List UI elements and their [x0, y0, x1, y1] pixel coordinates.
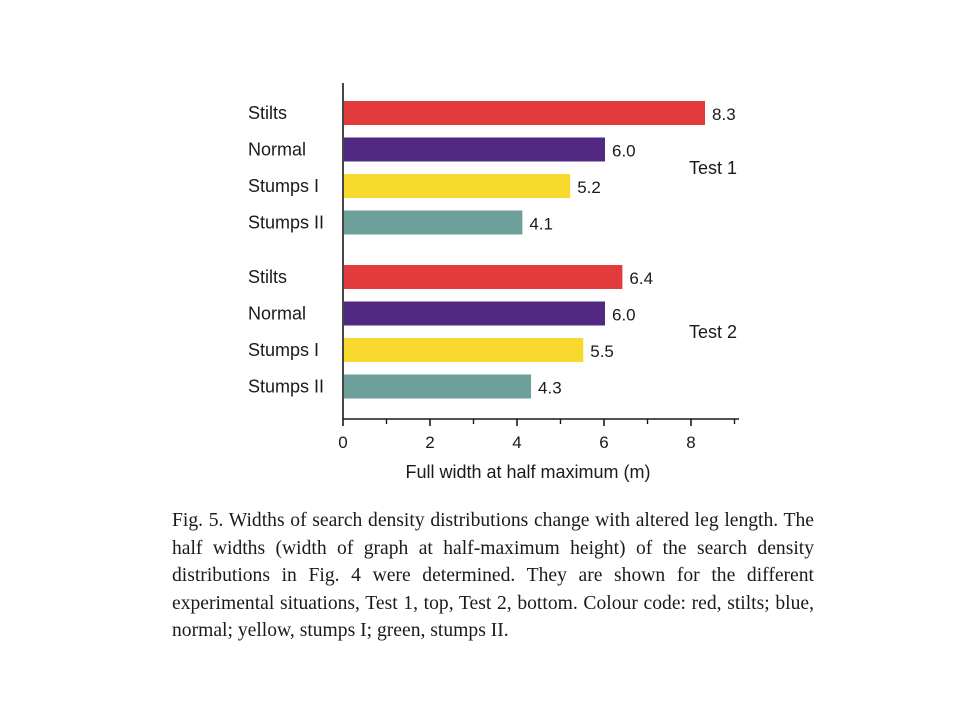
x-ticks-layer: 0 2 4 6 8 [338, 419, 736, 452]
category-label-test1-normal: Normal [248, 140, 306, 160]
group-label-test2: Test 2 [689, 322, 737, 342]
category-label-test2-normal: Normal [248, 304, 306, 324]
value-label-test2-stilts: 6.4 [629, 269, 653, 288]
value-label-test2-stumps-i: 5.5 [590, 342, 614, 361]
bar-test2-stumps-i [344, 338, 584, 362]
bar-chart: Stilts 8.3 Normal 6.0 Stumps I 5.2 Stumps II 4.… [248, 83, 739, 482]
value-label-test1-normal: 6.0 [612, 142, 636, 161]
x-tick-label-8: 8 [686, 433, 695, 452]
figure-caption: Fig. 5. Widths of search density distrib… [172, 510, 814, 642]
x-axis-title: Full width at half maximum (m) [405, 462, 650, 482]
x-tick-label-0: 0 [338, 433, 347, 452]
value-label-test1-stumps-i: 5.2 [577, 178, 601, 197]
category-label-test2-stumps-i: Stumps I [248, 340, 319, 360]
bar-test2-stilts [344, 265, 623, 289]
bar-test1-stilts [344, 101, 706, 125]
bar-test1-stumps-i [344, 174, 571, 198]
x-tick-label-4: 4 [512, 433, 521, 452]
group-label-test1: Test 1 [689, 158, 737, 178]
category-label-test2-stumps-ii: Stumps II [248, 377, 324, 397]
bar-test1-normal [344, 137, 605, 162]
bars-layer: Stilts 8.3 Normal 6.0 Stumps I 5.2 Stumps II 4.… [248, 101, 737, 399]
value-label-test2-stumps-ii: 4.3 [538, 379, 562, 398]
category-label-test1-stilts: Stilts [248, 103, 287, 123]
category-label-test2-stilts: Stilts [248, 267, 287, 287]
value-label-test2-normal: 6.0 [612, 306, 636, 325]
category-label-test1-stumps-i: Stumps I [248, 176, 319, 196]
value-label-test1-stilts: 8.3 [712, 105, 736, 124]
value-label-test1-stumps-ii: 4.1 [529, 215, 553, 234]
bar-test2-normal [344, 301, 605, 326]
x-tick-label-2: 2 [425, 433, 434, 452]
bar-test2-stumps-ii [344, 374, 532, 399]
x-tick-label-6: 6 [599, 433, 608, 452]
bar-test1-stumps-ii [344, 210, 523, 235]
category-label-test1-stumps-ii: Stumps II [248, 213, 324, 233]
